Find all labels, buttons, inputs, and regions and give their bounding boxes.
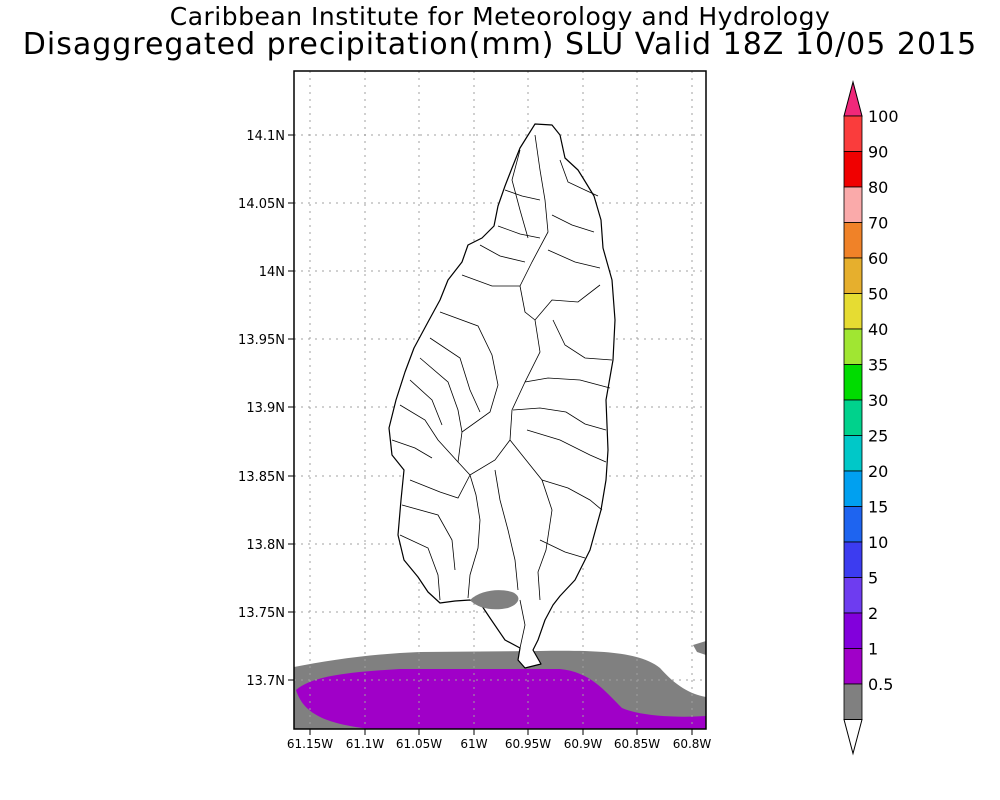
colorbar-label: 30: [868, 391, 888, 410]
colorbar-label: 40: [868, 320, 888, 339]
color-legend: 100 90 80 70 60 50 40 35 30 25 20 15 10 5 2 1 0.5: [843, 80, 899, 756]
lat-label: 13.9N: [246, 401, 285, 416]
colorbar-label: 100: [868, 107, 899, 126]
colorbar-label: 5: [868, 569, 878, 588]
precip-patch-south-island: [470, 590, 519, 610]
lat-label: 14.05N: [238, 197, 285, 212]
map-frame: [293, 70, 707, 730]
colorbar-swatch: [843, 328, 863, 365]
colorbar-label: 2: [868, 604, 878, 623]
colorbar-swatch: [843, 541, 863, 578]
colorbar-swatch: [843, 293, 863, 330]
colorbar-label: 25: [868, 427, 888, 446]
colorbar-swatch: [843, 222, 863, 259]
lon-label: 61.1W: [346, 737, 385, 751]
lat-label: 13.75N: [238, 606, 285, 621]
lat-label: 14N: [259, 265, 285, 280]
lat-label: 13.7N: [246, 674, 285, 689]
colorbar-swatch: [843, 648, 863, 685]
colorbar-label: 1: [868, 640, 878, 659]
colorbar-label: 70: [868, 214, 888, 233]
colorbar-label: 10: [868, 533, 888, 552]
lon-label: 60.85W: [614, 737, 660, 751]
colorbar-swatch: [843, 115, 863, 152]
colorbar-label: 50: [868, 285, 888, 304]
colorbar-swatch: [843, 612, 863, 649]
lat-label: 13.8N: [246, 538, 285, 553]
colorbar-swatch: [843, 186, 863, 223]
colorbar-label: 80: [868, 178, 888, 197]
product-title: Disaggregated precipitation(mm) SLU Vali…: [22, 27, 978, 62]
precip-band-1-to-2: [296, 669, 706, 729]
institution-title: Caribbean Institute for Meteorology and …: [169, 2, 831, 31]
colorbar-label: 60: [868, 249, 888, 268]
lat-label: 13.85N: [238, 470, 285, 485]
colorbar-bottom-arrow: [843, 719, 863, 756]
precip-patch-east: [693, 641, 706, 655]
colorbar-label: 90: [868, 143, 888, 162]
colorbar-swatch: [843, 364, 863, 401]
colorbar-label: 35: [868, 356, 888, 375]
lon-label: 61.15W: [287, 737, 333, 751]
colorbar-swatch: [843, 470, 863, 507]
lon-label: 61.05W: [396, 737, 442, 751]
colorbar-label: 0.5: [868, 675, 893, 694]
axis-ticks: [288, 134, 693, 735]
watershed-boundaries: [391, 134, 613, 649]
colorbar-top-arrow: [843, 80, 863, 117]
colorbar-swatch: [843, 683, 863, 720]
island-outline: [388, 123, 616, 669]
lon-label: 60.95W: [505, 737, 551, 751]
colorbar-swatch: [843, 399, 863, 436]
colorbar-swatch: [843, 435, 863, 472]
colorbar-swatch: [843, 577, 863, 614]
colorbar-swatch: [843, 151, 863, 188]
colorbar-swatch: [843, 257, 863, 294]
lon-label: 61W: [460, 737, 487, 751]
colorbar-label: 15: [868, 498, 888, 517]
lat-label: 14.1N: [246, 129, 285, 144]
lon-label: 60.9W: [564, 737, 603, 751]
lon-label: 60.8W: [673, 737, 712, 751]
lat-label: 13.95N: [238, 333, 285, 348]
colorbar-swatch: [843, 506, 863, 543]
map-plot-area: [294, 71, 706, 729]
colorbar-label: 20: [868, 462, 888, 481]
